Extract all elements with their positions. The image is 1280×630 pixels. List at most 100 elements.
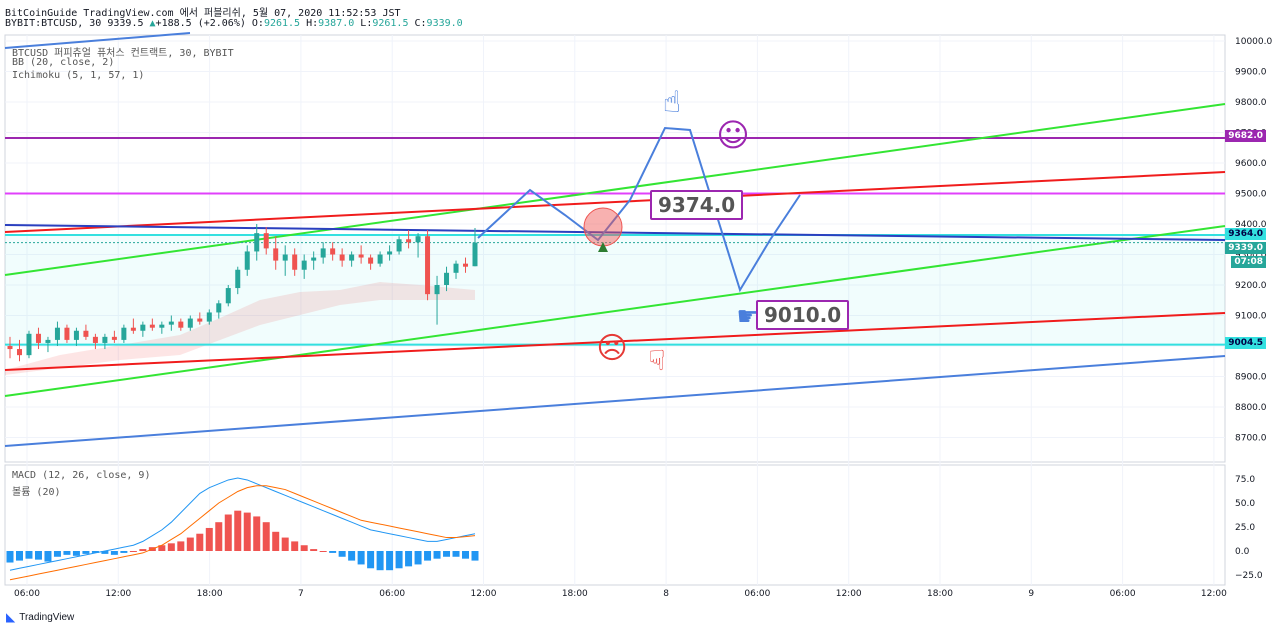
candle-body xyxy=(292,254,298,270)
macd-tick-label: −25.0 xyxy=(1235,571,1263,581)
candle-body xyxy=(216,303,222,313)
candle-body xyxy=(102,336,108,343)
blue-trend-flat xyxy=(4,224,1226,241)
candle-body xyxy=(197,318,203,322)
macd-hist-bar xyxy=(167,543,175,551)
macd-hist-bar xyxy=(120,551,128,553)
macd-hist-bar xyxy=(63,551,71,555)
candle-body xyxy=(444,272,450,285)
candle-body xyxy=(121,327,127,340)
price-tick-label: 9800.0 xyxy=(1235,98,1267,108)
macd-tick-label: 50.0 xyxy=(1235,499,1255,509)
price-tick-label: 9100.0 xyxy=(1235,312,1267,322)
macd-pane[interactable] xyxy=(4,464,1226,586)
macd-hist-bar xyxy=(224,514,232,551)
price-tick-label: 8900.0 xyxy=(1235,373,1267,383)
macd-hist-bar xyxy=(376,551,384,571)
candle-body xyxy=(206,312,212,322)
macd-hist-bar xyxy=(34,551,42,560)
macd-tick-label: 0.0 xyxy=(1235,547,1250,557)
candle-body xyxy=(168,321,174,325)
macd-hist-bar xyxy=(186,537,194,551)
pointing-hand-blue-icon: ☛ xyxy=(736,302,759,332)
candle-body xyxy=(73,330,79,340)
pointing-hand-red-icon: ☟ xyxy=(648,344,665,377)
macd-hist-bar xyxy=(329,551,337,553)
macd-hist-bar xyxy=(129,551,137,552)
candle-body xyxy=(83,330,89,337)
time-tick-label: 7 xyxy=(298,589,304,599)
macd-hist-bar xyxy=(433,551,441,559)
macd-hist-bar xyxy=(395,551,403,569)
macd-hist-bar xyxy=(262,522,270,551)
brand-label: TradingView xyxy=(19,611,75,623)
candle-body xyxy=(235,269,241,289)
macd-hist-bar xyxy=(253,516,261,551)
highlight-circle xyxy=(583,207,623,247)
macd-hist-bar xyxy=(300,545,308,551)
symbol-title: BTCUSD 퍼피츄얼 퓨처스 컨트랙트, 30, BYBIT xyxy=(12,48,234,59)
time-tick-label: 12:00 xyxy=(105,589,131,599)
candle-body xyxy=(187,318,193,328)
time-tick-label: 06:00 xyxy=(744,589,770,599)
macd-hist-bar xyxy=(338,551,346,557)
blue-trend-top xyxy=(4,32,191,49)
l-label: L: xyxy=(360,18,373,29)
ichimoku-legend: Ichimoku (5, 1, 57, 1) xyxy=(12,70,145,81)
time-tick-label: 12:00 xyxy=(1201,589,1227,599)
target-high-label: 9374.0 xyxy=(650,190,744,220)
candle-body xyxy=(140,324,146,331)
time-tick-label: 12:00 xyxy=(836,589,862,599)
o-label: O: xyxy=(251,18,264,29)
candle-body xyxy=(244,251,250,270)
macd-hist-bar xyxy=(234,510,242,551)
channel-upper-green xyxy=(4,103,1226,276)
candle-body xyxy=(434,285,440,295)
macd-hist-bar xyxy=(405,551,413,567)
price-tick-label: 8700.0 xyxy=(1235,434,1267,444)
macd-tick-label: 25.0 xyxy=(1235,523,1255,533)
high-value: 9387.0 xyxy=(318,18,355,29)
time-tick-label: 06:00 xyxy=(379,589,405,599)
bar-countdown: 07:08 xyxy=(1231,256,1266,268)
publish-line: BitCoinGuide TradingView.com 에서 퍼블리쉬, 5월… xyxy=(5,8,401,19)
macd-hist-bar xyxy=(386,551,394,571)
candle-body xyxy=(225,288,231,304)
c-label: C: xyxy=(414,18,427,29)
candle-body xyxy=(311,257,317,261)
candle-body xyxy=(349,254,355,261)
macd-legend: MACD (12, 26, close, 9) xyxy=(12,470,151,481)
macd-hist-bar xyxy=(272,531,280,551)
low-value: 9261.5 xyxy=(372,18,409,29)
channel-lower-green xyxy=(4,225,1226,397)
macd-hist-bar xyxy=(15,551,23,561)
candle-body xyxy=(273,248,279,261)
candle-body xyxy=(396,239,402,252)
time-tick-label: 12:00 xyxy=(471,589,497,599)
price-tick-label: 10000.0 xyxy=(1235,37,1272,47)
candle-body xyxy=(387,251,393,255)
macd-hist-bar xyxy=(91,551,99,553)
candle-body xyxy=(45,339,51,343)
price-tag-9004: 9004.5 xyxy=(1225,337,1266,349)
time-tick-label: 18:00 xyxy=(562,589,588,599)
candle-body xyxy=(149,324,155,328)
price-tag-9682: 9682.0 xyxy=(1225,130,1266,142)
macd-hist-bar xyxy=(72,551,80,556)
candle-body xyxy=(282,254,288,261)
candle-body xyxy=(111,336,117,340)
macd-hist-bar xyxy=(243,512,251,551)
candle-body xyxy=(415,236,421,243)
candle-body xyxy=(406,239,412,243)
price-tick-label: 9300.0 xyxy=(1235,251,1267,261)
macd-hist-bar xyxy=(348,551,356,561)
macd-hist-bar xyxy=(452,551,460,557)
macd-hist-bar xyxy=(82,551,90,554)
blue-trend-lower xyxy=(4,355,1226,447)
time-tick-label: 06:00 xyxy=(14,589,40,599)
ohlc-line: BYBIT:BTCUSD, 30 9339.5 ▲+188.5 (+2.06%)… xyxy=(5,18,463,29)
price-tick-label: 8800.0 xyxy=(1235,403,1267,413)
main-pane[interactable] xyxy=(4,34,1226,463)
macd-hist-bar xyxy=(6,551,14,563)
